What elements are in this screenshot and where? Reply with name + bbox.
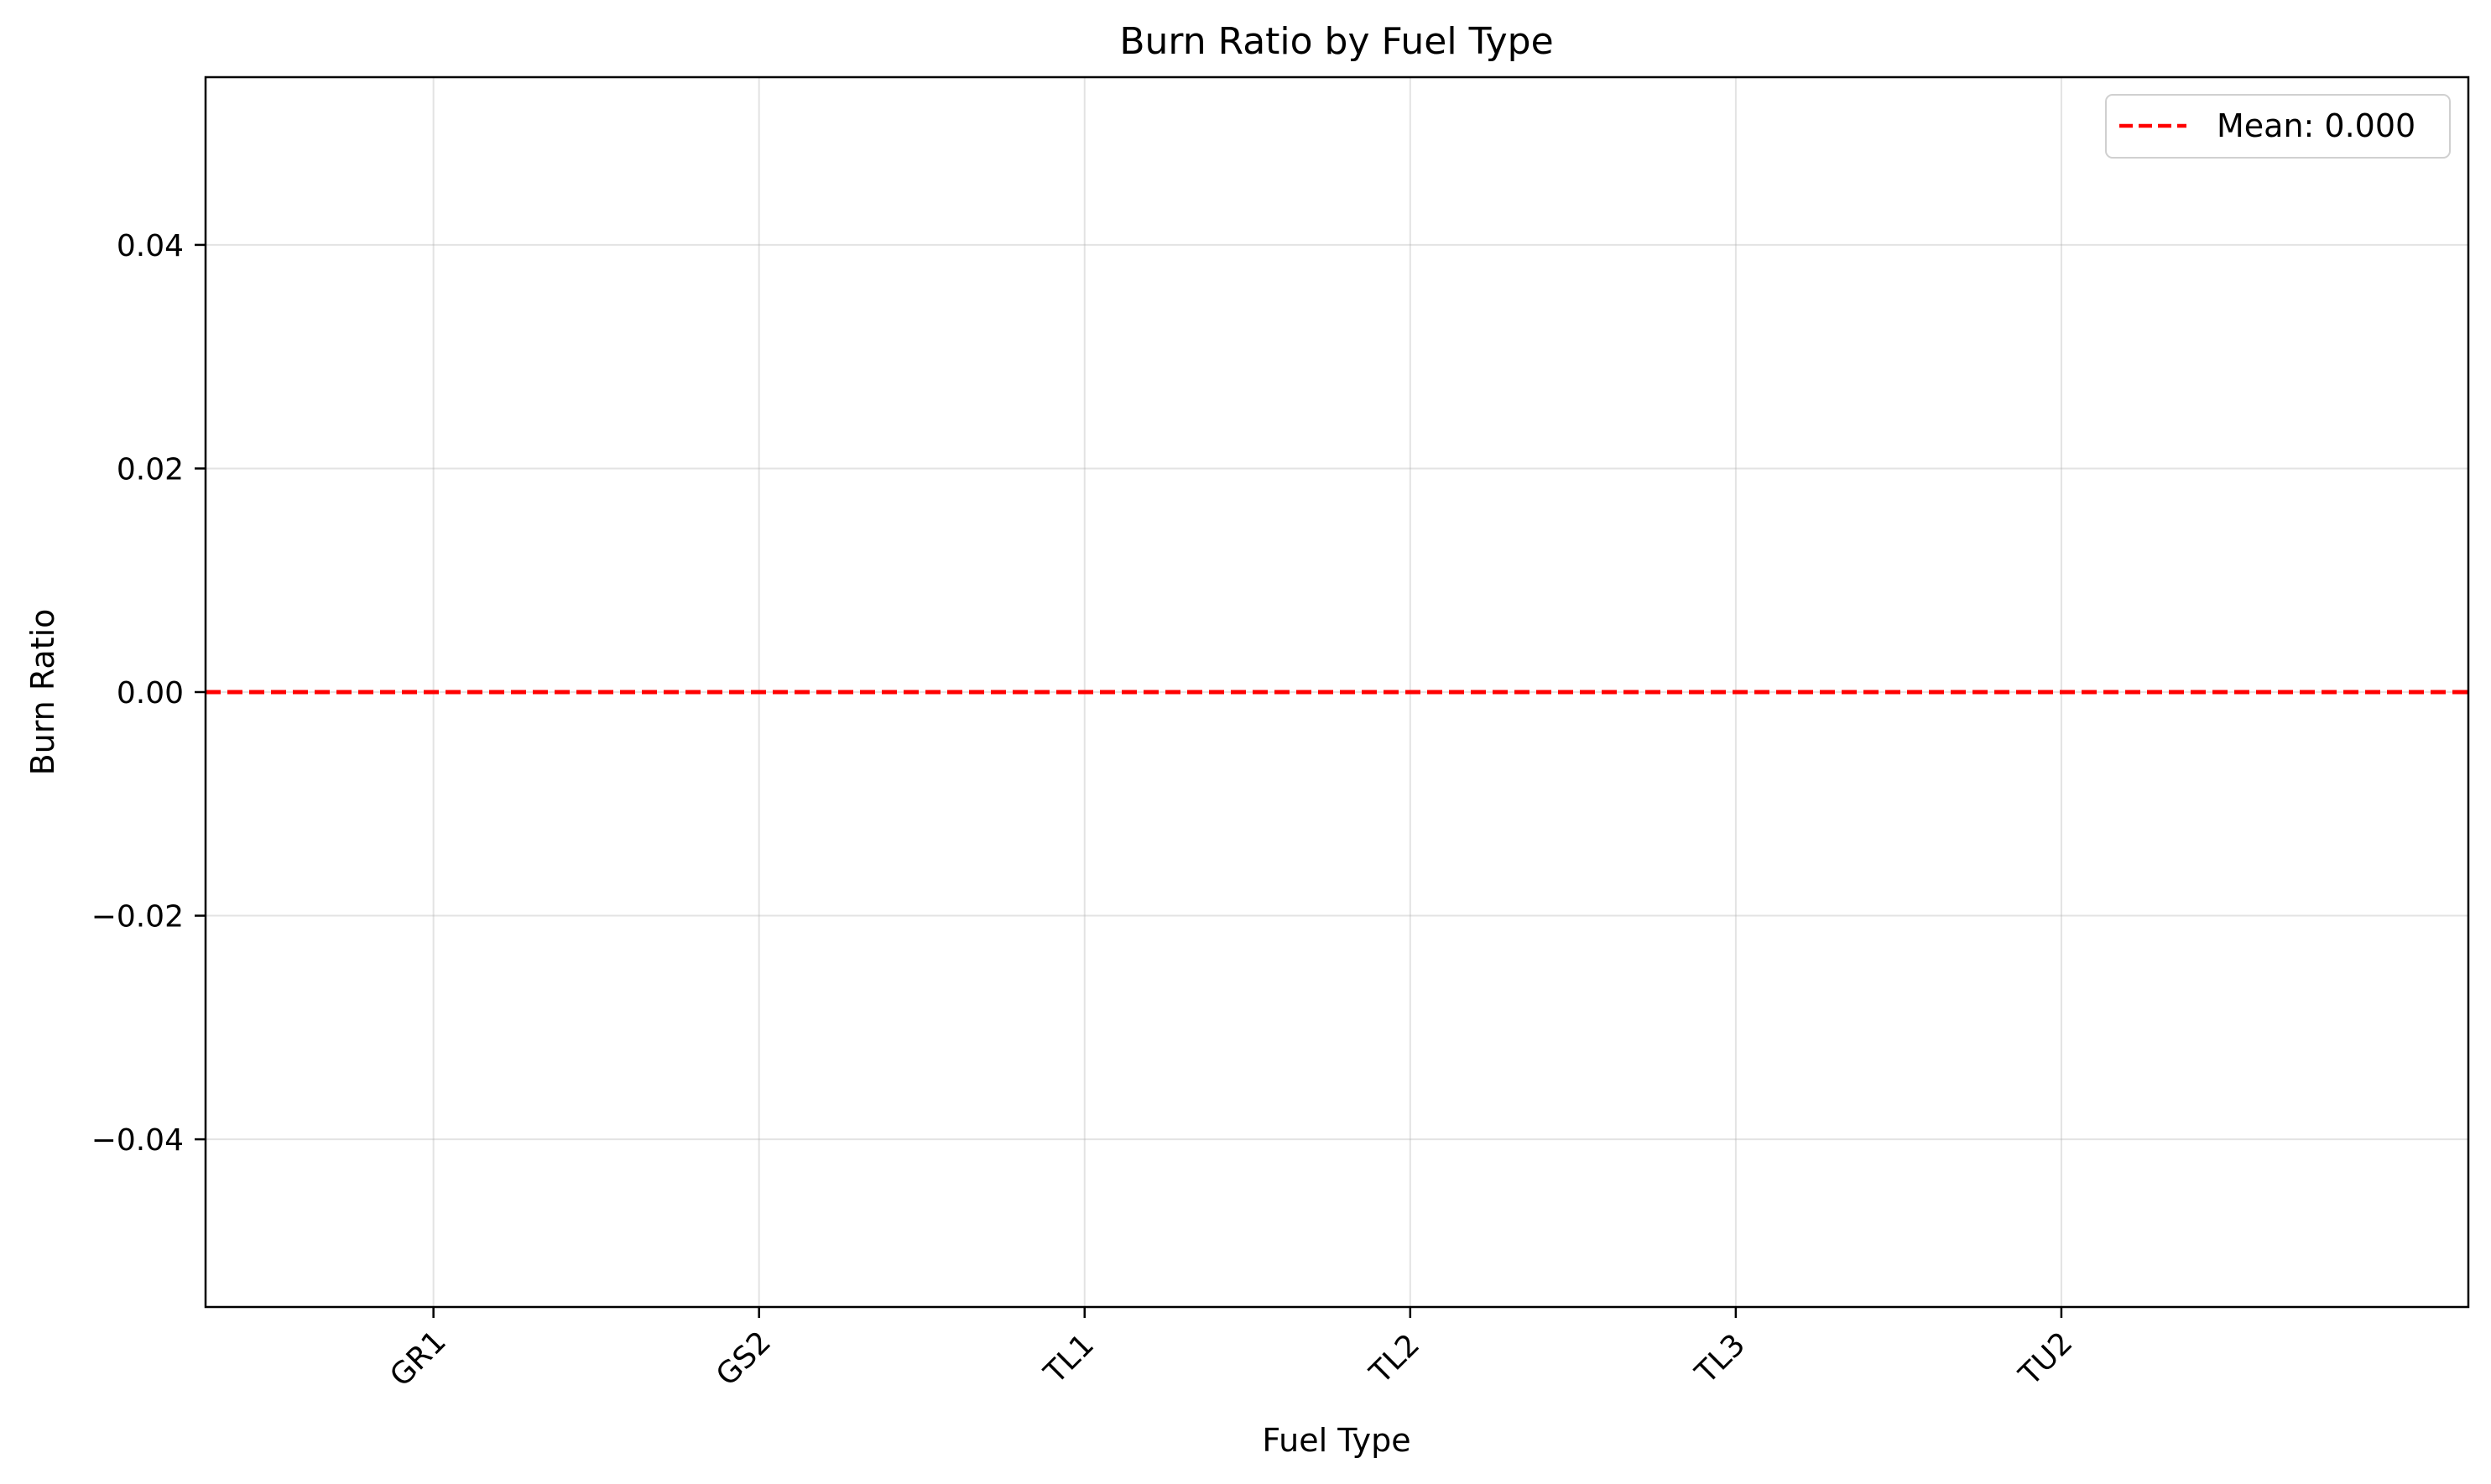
y-neg0p02-tick-label: −0.02 bbox=[91, 900, 184, 935]
y-0p02-tick-label: 0.02 bbox=[117, 452, 184, 487]
y-0p04-tick-label: 0.04 bbox=[117, 229, 184, 263]
legend-entry-mean: Mean: 0.000 bbox=[2217, 107, 2415, 144]
y-axis-label: Burn Ratio bbox=[24, 609, 61, 776]
x-axis-label: Fuel Type bbox=[1262, 1422, 1410, 1459]
y-neg0p04-tick-label: −0.04 bbox=[91, 1123, 184, 1158]
legend-box bbox=[2105, 94, 2451, 159]
y-0-tick-label: 0.00 bbox=[117, 676, 184, 711]
chart-title: Burn Ratio by Fuel Type bbox=[1119, 20, 1553, 63]
legend: Mean: 0.000 bbox=[2105, 94, 2451, 159]
y-axis-ticks: −0.04 −0.02 0.00 0.02 0.04 bbox=[91, 229, 206, 1158]
